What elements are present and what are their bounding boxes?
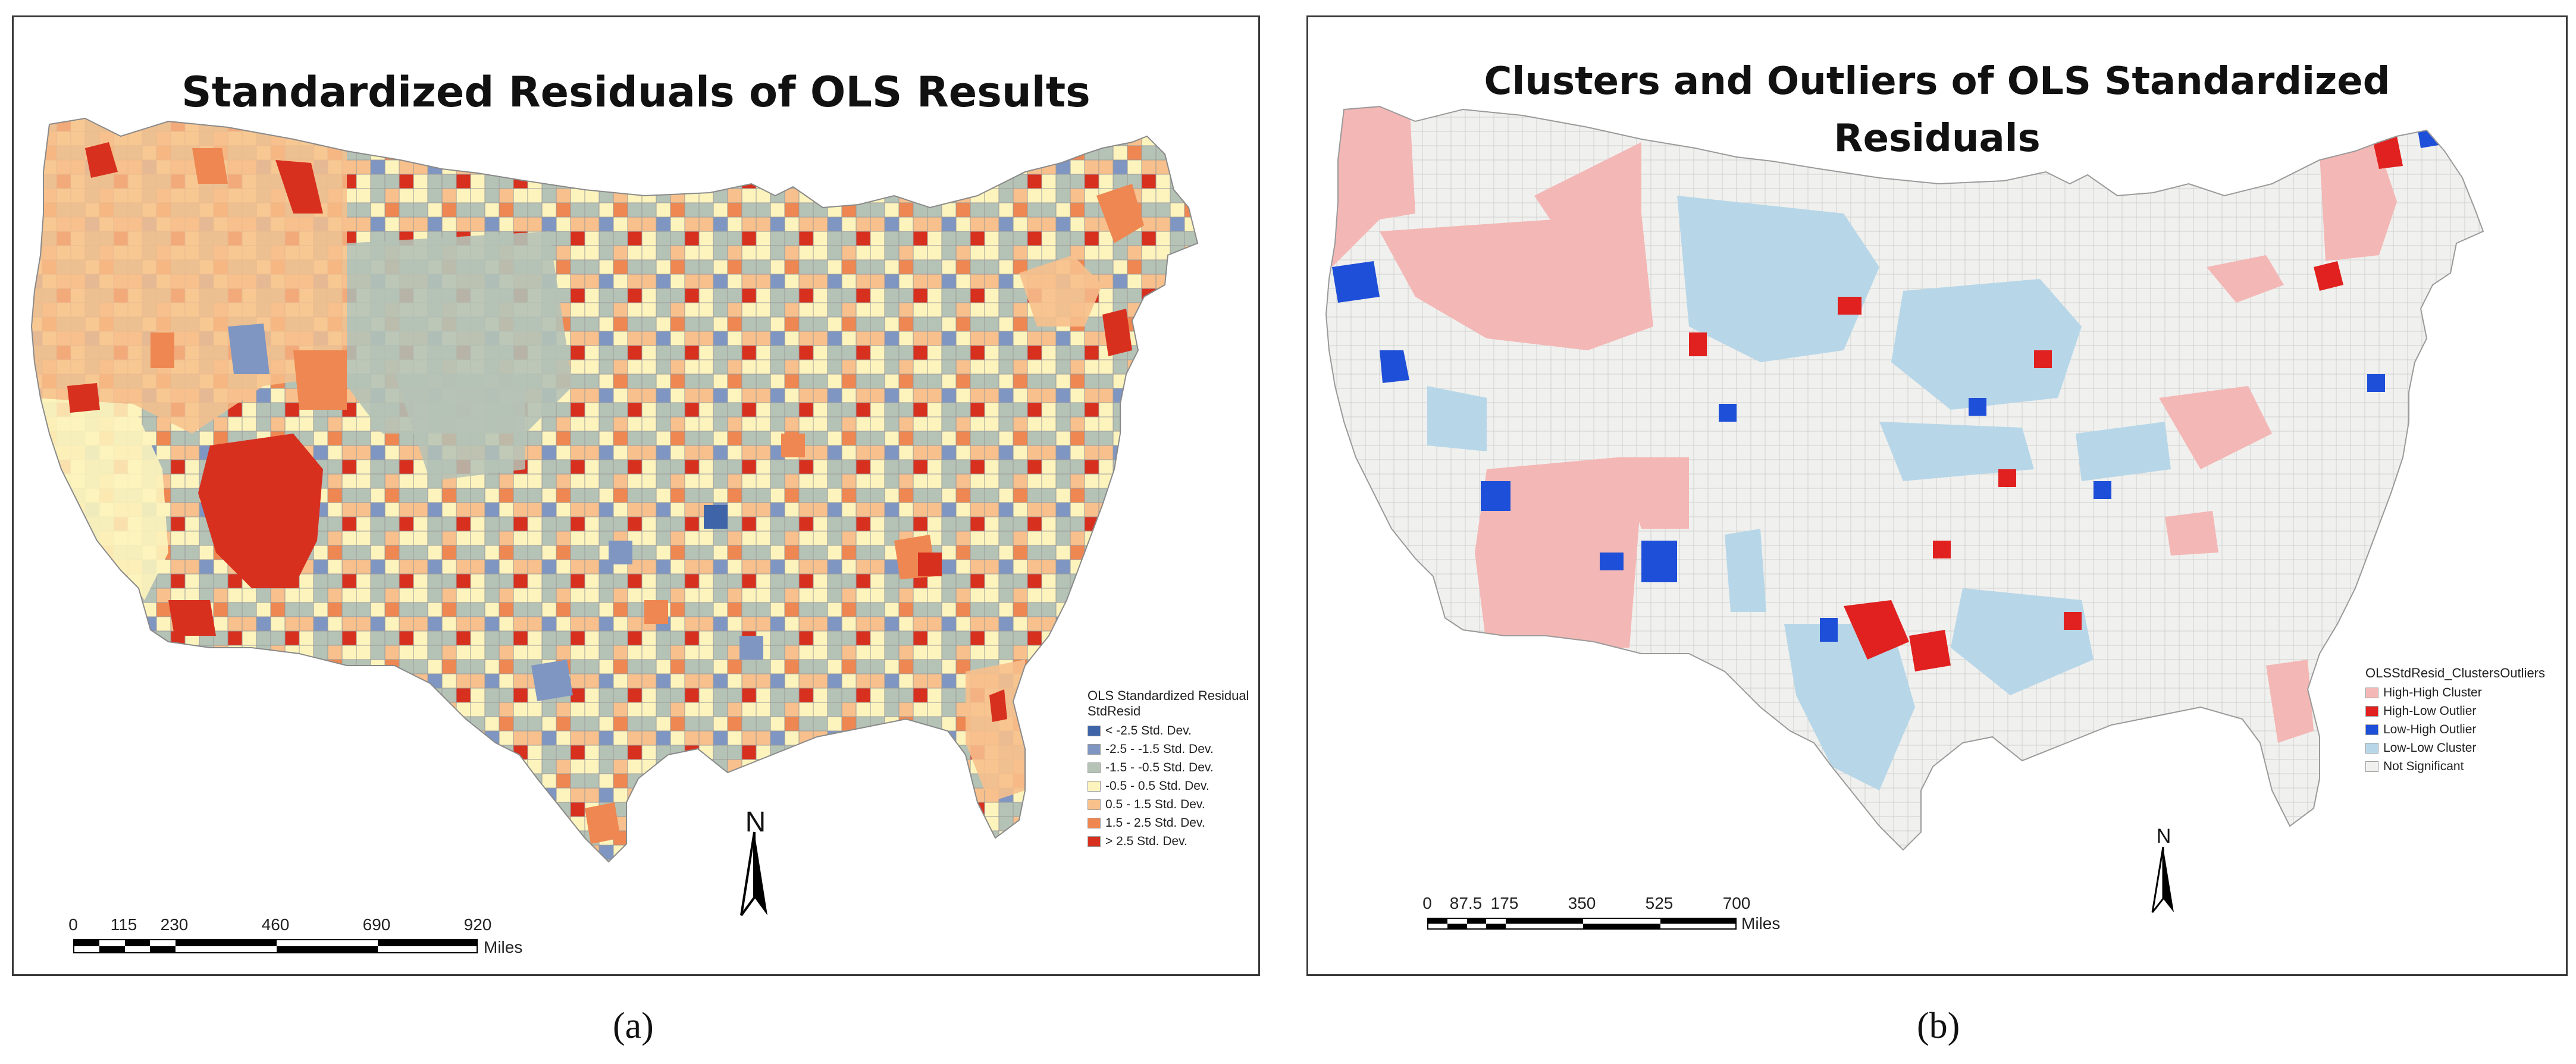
legend-item: Not Significant xyxy=(2365,757,2545,776)
scale-bar: 0 87.5 175 350 525 700 Miles xyxy=(1422,894,1780,933)
legend-item: 0.5 - 1.5 Std. Dev. xyxy=(1088,795,1249,814)
legend-item: Low-Low Cluster xyxy=(2365,739,2545,757)
scale-tick: 175 xyxy=(1490,894,1519,912)
scale-tick: 230 xyxy=(160,915,189,934)
map-title-line1: Clusters and Outliers of OLS Standardize… xyxy=(1484,59,2390,103)
legend-title: OLS Standardized Residual xyxy=(1088,688,1249,703)
north-label: N xyxy=(745,806,766,838)
legend-swatch xyxy=(2365,705,2378,717)
legend-item: 1.5 - 2.5 Std. Dev. xyxy=(1088,814,1249,832)
legend-swatch xyxy=(1088,725,1101,736)
legend-item: > 2.5 Std. Dev. xyxy=(1088,832,1249,850)
scale-tick: 0 xyxy=(68,915,78,934)
legend-swatch xyxy=(1088,836,1101,847)
scale-tick: 350 xyxy=(1568,894,1596,912)
map-title: Standardized Residuals of OLS Results xyxy=(181,68,1090,117)
county-choropleth xyxy=(32,118,1198,862)
north-arrow-icon xyxy=(740,831,767,917)
legend-swatch xyxy=(2365,687,2378,698)
legend-item: -0.5 - 0.5 Std. Dev. xyxy=(1088,777,1249,795)
legend-swatch xyxy=(2365,724,2378,735)
map-panel-b: Clusters and Outliers of OLS Standardize… xyxy=(1306,15,2568,976)
us-clusters-map xyxy=(1325,106,2484,913)
legend-item: High-High Cluster xyxy=(2365,683,2545,702)
legend-swatch xyxy=(2365,761,2378,772)
legend-item: Low-High Outlier xyxy=(2365,720,2545,739)
legend-item: -2.5 - -1.5 Std. Dev. xyxy=(1088,740,1249,758)
map-title-line2: Residuals xyxy=(1834,117,2041,161)
map-panel-a: Standardized Residuals of OLS Results N … xyxy=(12,15,1260,976)
legend-swatch xyxy=(1088,817,1101,828)
legend-swatch xyxy=(1088,762,1101,773)
scale-units: Miles xyxy=(484,938,523,956)
north-label: N xyxy=(2156,825,2171,848)
legend-item: -1.5 - -0.5 Std. Dev. xyxy=(1088,758,1249,777)
legend-swatch xyxy=(1088,743,1101,755)
scale-tick: 525 xyxy=(1645,894,1674,912)
scale-tick: 920 xyxy=(463,915,492,934)
legend-swatch xyxy=(1088,799,1101,810)
legend-swatch xyxy=(2365,742,2378,754)
scale-tick: 700 xyxy=(1722,894,1751,912)
north-arrow-icon xyxy=(2151,846,2174,913)
legend: OLSStdResid_ClustersOutliers High-High C… xyxy=(2365,666,2545,776)
legend-title: OLSStdResid_ClustersOutliers xyxy=(2365,666,2546,680)
scale-tick: 690 xyxy=(362,915,391,934)
legend-item: High-Low Outlier xyxy=(2365,702,2545,720)
caption-a: (a) xyxy=(613,1006,654,1046)
scale-tick: 87.5 xyxy=(1449,894,1483,912)
map-title: Clusters and Outliers of OLS Standardize… xyxy=(1308,53,2566,167)
legend: OLS Standardized Residual StdResid < -2.… xyxy=(1088,688,1249,850)
scale-bar: 0 115 230 460 690 920 Miles xyxy=(68,915,522,956)
legend-item: < -2.5 Std. Dev. xyxy=(1088,721,1249,740)
us-residuals-map xyxy=(31,118,1198,917)
scale-tick: 460 xyxy=(261,915,290,934)
scale-tick: 115 xyxy=(110,915,137,934)
legend-swatch xyxy=(1088,780,1101,792)
scale-units: Miles xyxy=(1741,914,1781,933)
scale-tick: 0 xyxy=(1422,894,1432,912)
caption-b: (b) xyxy=(1917,1006,1960,1046)
legend-subtitle: StdResid xyxy=(1088,704,1141,718)
